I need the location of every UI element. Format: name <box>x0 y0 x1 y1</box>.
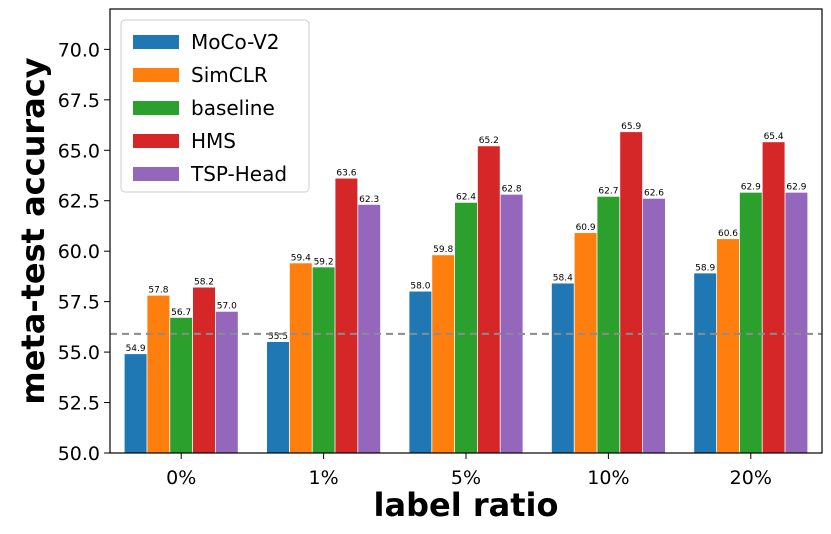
legend-label: HMS <box>191 129 236 153</box>
legend-swatch-tsp-head <box>133 167 179 181</box>
bar-value-label: 65.9 <box>621 122 641 132</box>
bar-baseline-4 <box>739 192 762 453</box>
y-tick-label: 60.0 <box>58 241 100 263</box>
bars-layer <box>124 132 808 454</box>
bar-moco-v2-1 <box>267 342 289 453</box>
y-tick-label: 67.5 <box>58 90 100 112</box>
legend-label: SimCLR <box>191 63 268 87</box>
bar-value-label: 62.9 <box>741 183 761 193</box>
legend-swatch-baseline <box>133 101 179 115</box>
bar-value-label: 59.4 <box>291 253 311 263</box>
y-tick-label: 62.5 <box>58 191 100 213</box>
y-tick-label: 57.5 <box>58 292 100 314</box>
x-tick-label: 1% <box>309 467 339 489</box>
bar-simclr-3 <box>574 233 597 453</box>
y-axis: 50.0 52.5 55.0 57.5 60.0 62.5 65.0 67.5 70.0 <box>58 39 110 465</box>
bar-value-label: 57.0 <box>217 302 237 312</box>
x-tick-label: 5% <box>451 467 481 489</box>
bar-value-label: 58.2 <box>194 278 214 288</box>
bar-tsp-head-2 <box>500 194 523 453</box>
bar-value-label: 62.8 <box>502 185 522 195</box>
y-tick-label: 65.0 <box>58 140 100 162</box>
bar-value-label: 62.4 <box>456 193 476 203</box>
bar-value-label: 63.6 <box>336 169 356 179</box>
bar-simclr-1 <box>289 263 312 453</box>
legend-swatch-hms <box>133 134 179 148</box>
legend: MoCo-V2 SimCLR baseline HMS TSP-Head <box>120 19 310 193</box>
bar-hms-2 <box>477 146 500 453</box>
bar-value-label: 58.0 <box>410 282 430 292</box>
bar-hms-0 <box>193 287 215 453</box>
bar-value-label: 65.2 <box>479 136 499 146</box>
bar-baseline-3 <box>597 196 620 453</box>
bar-moco-v2-2 <box>409 291 432 453</box>
y-tick-label: 55.0 <box>58 342 100 364</box>
y-tick-label: 50.0 <box>58 443 100 465</box>
bar-value-label: 60.9 <box>576 223 596 233</box>
x-axis: 0% 1% 5% 10% 20% <box>166 453 772 489</box>
bar-simclr-2 <box>432 255 455 453</box>
bar-moco-v2-0 <box>124 354 147 453</box>
bar-value-label: 58.9 <box>695 263 715 273</box>
bar-baseline-2 <box>455 202 477 453</box>
bar-tsp-head-4 <box>785 192 808 453</box>
bar-hms-3 <box>620 132 643 454</box>
bar-value-label: 62.6 <box>644 189 664 199</box>
bar-baseline-1 <box>312 267 335 453</box>
bar-value-label: 58.4 <box>553 273 573 283</box>
y-tick-label: 70.0 <box>58 39 100 61</box>
legend-swatch-simclr <box>133 68 179 82</box>
bar-tsp-head-1 <box>358 204 381 453</box>
bar-hms-4 <box>762 142 785 453</box>
bar-tsp-head-3 <box>643 198 665 453</box>
x-axis-title: label ratio <box>374 486 559 524</box>
x-tick-label: 0% <box>166 467 196 489</box>
y-axis-title: meta-test accuracy <box>14 57 52 404</box>
legend-label: MoCo-V2 <box>191 30 280 54</box>
y-tick-label: 52.5 <box>58 393 100 415</box>
legend-swatch-moco-v2 <box>133 35 179 49</box>
x-tick-label: 10% <box>587 467 629 489</box>
bar-value-label: 62.7 <box>598 187 618 197</box>
bar-simclr-4 <box>717 239 739 453</box>
bar-value-label: 65.4 <box>764 132 784 142</box>
x-tick-label: 20% <box>730 467 772 489</box>
bar-labels-layer: 54.9 55.5 58.0 58.4 58.9 57.8 59.4 59.8 60.9 60.6… <box>126 122 807 354</box>
bar-value-label: 55.5 <box>268 332 288 342</box>
legend-box <box>120 19 310 193</box>
legend-label: TSP-Head <box>190 162 287 186</box>
bar-value-label: 62.9 <box>786 183 806 193</box>
bar-moco-v2-3 <box>551 283 574 453</box>
bar-value-label: 62.3 <box>359 195 379 205</box>
bar-value-label: 54.9 <box>126 344 146 354</box>
bar-value-label: 59.2 <box>314 257 334 267</box>
bar-value-label: 60.6 <box>718 229 738 239</box>
bar-moco-v2-4 <box>694 273 717 453</box>
bar-value-label: 59.8 <box>433 245 453 255</box>
bar-hms-1 <box>335 178 358 453</box>
bar-baseline-0 <box>170 317 193 453</box>
bar-value-label: 57.8 <box>148 286 168 296</box>
bar-tsp-head-0 <box>215 311 238 453</box>
bar-value-label: 56.7 <box>171 308 191 318</box>
legend-label: baseline <box>191 96 275 120</box>
bar-simclr-0 <box>147 295 170 453</box>
